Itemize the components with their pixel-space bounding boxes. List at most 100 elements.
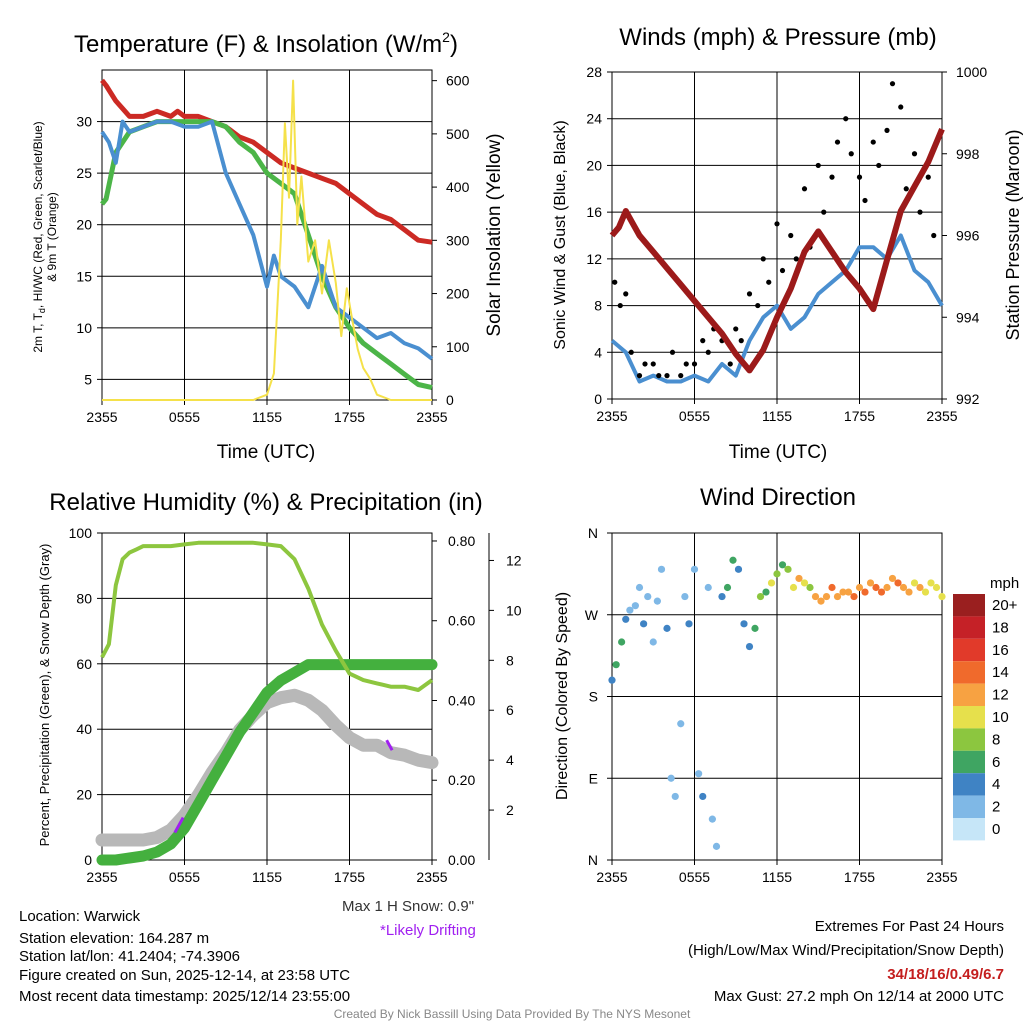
info-recent: Most recent data timestamp: 2025/12/14 2… <box>19 988 351 1005</box>
max-snow-label: Max 1 H Snow: 0.9" <box>342 898 475 915</box>
temp-series-temp <box>100 78 433 245</box>
direction-point <box>784 565 792 573</box>
gust-point <box>746 291 753 297</box>
drift-mark <box>385 739 394 751</box>
legend-label: 4 <box>992 776 1000 793</box>
rh-y2tick-label: 0.00 <box>448 852 475 868</box>
speed-legend: 20+ 18 16 14 12 10 8 6 4 2 0 <box>953 594 1018 841</box>
gust-point <box>628 349 634 355</box>
winds-ytick-label: 8 <box>594 298 602 314</box>
dir-ytick-label: E <box>589 770 598 786</box>
direction-point <box>789 583 798 592</box>
rh-plot-area: 2355 0555 1155 1755 23550204060801000.000.20… <box>69 525 522 885</box>
dir-xtick-label: 1755 <box>844 869 875 885</box>
gust-point <box>760 256 766 262</box>
winds-ytick-label: 24 <box>586 111 602 127</box>
legend-label: 2 <box>992 799 1000 816</box>
gust-point <box>623 291 629 297</box>
rh-title: Relative Humidity (%) & Precipitation (i… <box>49 489 482 516</box>
info-created: Figure created on Sun, 2025-12-14, at 23… <box>19 967 351 984</box>
snow-ytick-label: 10 <box>506 602 522 618</box>
temp-y2tick-label: 300 <box>446 232 470 248</box>
direction-point <box>640 620 648 628</box>
drift-mark <box>173 816 185 834</box>
direction-point <box>806 583 814 592</box>
winds-xtick-label: 1755 <box>844 408 875 424</box>
gust-point <box>664 373 670 379</box>
direction-point <box>888 574 897 583</box>
legend-swatch <box>953 706 985 729</box>
temp-xtick-label: 1155 <box>252 409 282 425</box>
panel-winds: Winds (mph) & Pressure (mb) 2355 0555 1155… <box>552 24 1023 463</box>
legend-swatch <box>953 616 985 639</box>
rh-ytick-label: 20 <box>76 787 92 803</box>
winds-y2tick-label: 992 <box>956 391 980 407</box>
gust-point <box>617 302 623 309</box>
direction-point <box>708 815 716 823</box>
gust-point <box>884 127 890 133</box>
direction-point <box>690 565 699 573</box>
legend-swatch <box>953 818 985 841</box>
gust-point <box>656 373 662 379</box>
gust-point <box>801 186 808 192</box>
direction-point <box>899 583 908 592</box>
panel-humidity: Relative Humidity (%) & Precipitation (i… <box>37 489 522 885</box>
gust-point <box>636 373 643 379</box>
temp-ytick-label: 20 <box>76 217 92 233</box>
rh-y2tick-label: 0.40 <box>448 692 475 708</box>
direction-point <box>938 592 946 601</box>
direction-point <box>877 588 886 596</box>
gust-point <box>876 162 882 169</box>
info-latlon: Station lat/lon: 41.2404; -74.3906 <box>19 948 241 965</box>
rh-xtick-label: 2355 <box>86 869 117 885</box>
direction-point <box>695 770 703 778</box>
direction-point <box>663 624 671 632</box>
gust-point <box>931 232 937 239</box>
temp-title: Temperature (F) & Insolation (W/m2) <box>74 29 458 58</box>
gust-point <box>898 104 904 110</box>
dir-ytick-label: W <box>585 607 599 623</box>
gust-point <box>870 139 876 145</box>
temp-series-insolation <box>102 79 432 401</box>
snow-ytick-label: 4 <box>506 752 514 768</box>
temp-series-temp9m <box>100 119 434 361</box>
gust-point <box>683 361 689 367</box>
rh-y2tick-label: 0.60 <box>448 613 475 629</box>
gust-point <box>925 174 931 180</box>
rh-ytick-label: 80 <box>76 590 92 606</box>
direction-point <box>756 592 765 601</box>
winds-ytick-label: 20 <box>586 157 602 173</box>
rh-ytick-label: 0 <box>84 852 92 868</box>
direction-point <box>850 592 858 601</box>
legend-swatch <box>953 594 985 617</box>
direction-point <box>685 620 693 628</box>
legend-swatch <box>953 795 985 818</box>
rh-xtick-label: 2355 <box>416 869 447 885</box>
rh-y2tick-label: 0.20 <box>448 772 475 788</box>
info-location: Location: Warwick <box>19 908 141 925</box>
direction-point <box>828 583 836 592</box>
legend-swatch <box>953 638 985 662</box>
dir-xtick-label: 1155 <box>762 869 792 885</box>
direction-point <box>734 565 743 573</box>
winds-series-pressure <box>609 128 945 374</box>
temp-xtick-label: 2355 <box>416 409 447 425</box>
dir-ytick-label: S <box>589 689 598 705</box>
panel-temperature: Temperature (F) & Insolation (W/m2) 2355… <box>31 29 505 463</box>
gust-point <box>727 361 733 367</box>
gust-point <box>815 162 821 169</box>
gust-point <box>821 209 827 215</box>
gust-point <box>862 197 868 204</box>
rh-xtick-label: 1155 <box>252 869 282 885</box>
precip-line <box>96 659 438 866</box>
winds-ytick-label: 0 <box>594 391 602 407</box>
temp-xlabel: Time (UTC) <box>217 442 316 463</box>
winds-y2tick-label: 994 <box>956 309 980 325</box>
temp-y2tick-label: 400 <box>446 179 470 195</box>
direction-point <box>839 588 847 596</box>
panel-direction: Wind Direction 2355 0555 1155 1755 2355NWSEN… <box>554 484 1019 885</box>
direction-point <box>795 574 803 583</box>
direction-point <box>671 792 679 801</box>
legend-label: 6 <box>992 754 1000 771</box>
info-elevation: Station elevation: 164.287 m <box>19 930 210 947</box>
